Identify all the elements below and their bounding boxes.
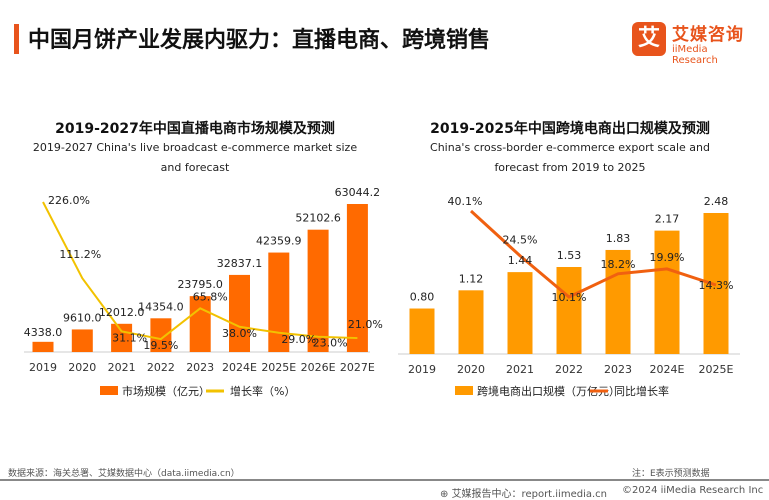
growth-label-2025E: 29.0% (281, 333, 316, 346)
growth-line (42, 201, 358, 341)
chart1-title: 2019-2027年中国直播电商市场规模及预测 (55, 121, 335, 137)
bar-2025E (268, 252, 290, 352)
growth-label-2021: 24.5% (503, 234, 538, 247)
bar-label-2021: 1.44 (508, 254, 533, 267)
x-tick-2022: 2022 (555, 363, 583, 376)
growth-label-2026E: 23.0% (313, 337, 348, 350)
growth-label-2023: 65.8% (193, 290, 228, 303)
legend-bar-label: 跨境电商出口规模（万亿元） (477, 384, 620, 398)
chart2-subtitle: China's cross-border e-commerce export s… (430, 141, 710, 174)
x-tick-2026E: 2026E (301, 361, 336, 374)
bar-2023 (605, 249, 631, 354)
legend-bar-swatch (100, 386, 118, 395)
bar-label-2019: 4338.0 (24, 326, 63, 339)
legend-line-label: 增长率（%） (230, 384, 295, 398)
x-tick-2025E: 2025E (699, 363, 734, 376)
x-tick-2022: 2022 (147, 361, 175, 374)
bar-label-2024E: 2.17 (655, 213, 680, 226)
growth-label-2022: 10.1% (552, 291, 587, 304)
bar-2026E (307, 229, 329, 352)
growth-label-2019: 226.0% (48, 194, 90, 207)
growth-label-2024E: 38.0% (222, 327, 257, 340)
growth-label-2022: 19.5% (143, 339, 178, 352)
bar-label-2025E: 42359.9 (256, 235, 302, 248)
x-tick-2023: 2023 (186, 361, 214, 374)
x-tick-2019: 2019 (408, 363, 436, 376)
x-tick-2020: 2020 (457, 363, 485, 376)
bar-2021 (111, 323, 133, 352)
legend-line-label: 同比增长率 (614, 384, 669, 398)
growth-label-2023: 18.2% (601, 258, 636, 271)
bar-2020 (71, 329, 93, 352)
bar-2021 (507, 272, 533, 354)
x-tick-2027E: 2027E (340, 361, 375, 374)
x-tick-2024E: 2024E (222, 361, 257, 374)
bar-2019 (409, 308, 435, 354)
forecast-note: 注：E表示预测数据 (632, 469, 710, 479)
x-tick-2020: 2020 (68, 361, 96, 374)
bar-2024E (654, 230, 680, 354)
growth-label-2024E: 19.9% (650, 251, 685, 264)
x-tick-2023: 2023 (604, 363, 632, 376)
growth-label-2020: 40.1% (448, 195, 483, 208)
chart2-title: 2019-2025年中国跨境电商出口规模及预测 (430, 121, 710, 137)
bar-2020 (458, 290, 484, 354)
bar-2027E (346, 204, 368, 352)
globe-icon: ⊕ (440, 489, 452, 500)
source-note: 数据来源：海关总署、艾媒数据中心（data.iimedia.cn） (8, 469, 240, 479)
growth-label-2021: 31.1% (112, 331, 147, 344)
bar-label-2022: 14354.0 (138, 300, 184, 313)
legend-bar-swatch (455, 386, 473, 395)
x-tick-2025E: 2025E (261, 361, 296, 374)
growth-label-2027E: 21.0% (348, 318, 383, 331)
bar-label-2024E: 32837.1 (217, 257, 263, 270)
logo-mark: 艾 (632, 22, 666, 56)
bar-2024E (229, 274, 250, 352)
bar-label-2027E: 63044.2 (335, 186, 381, 199)
x-tick-2021: 2021 (108, 361, 136, 374)
bar-label-2020: 9610.0 (63, 311, 102, 324)
bar-label-2023: 1.83 (606, 232, 631, 245)
bar-label-2019: 0.80 (410, 291, 435, 304)
chart1-subtitle: 2019-2027 China's live broadcast e-comme… (32, 141, 358, 174)
report-link[interactable]: ⊕ 艾媒报告中心：report.iimedia.cn (440, 489, 608, 500)
growth-line (469, 209, 717, 299)
bar-2022 (150, 318, 172, 352)
bar-label-2021: 12012.0 (99, 306, 145, 319)
x-tick-2021: 2021 (506, 363, 534, 376)
bar-2022 (556, 267, 582, 354)
x-tick-2019: 2019 (29, 361, 57, 374)
x-tick-2024E: 2024E (650, 363, 685, 376)
bar-2023 (189, 296, 211, 352)
copyright: ©2024 iiMedia Research Inc (622, 485, 764, 496)
footer-divider (0, 479, 769, 481)
legend-bar-label: 市场规模（亿元） (122, 384, 210, 398)
bar-label-2026E: 52102.6 (295, 212, 341, 225)
title-accent-bar (14, 24, 19, 54)
logo-cn: 艾媒咨询 (672, 25, 744, 45)
growth-label-2020: 111.2% (59, 248, 101, 261)
bar-2019 (32, 341, 54, 352)
iimedia-logo: 艾 艾媒咨询 iiMedia Research (632, 20, 756, 66)
logo-en: iiMedia Research (672, 44, 718, 66)
bar-label-2025E: 2.48 (704, 195, 729, 208)
bar-label-2022: 1.53 (557, 249, 582, 262)
bar-label-2023: 23795.0 (177, 278, 223, 291)
bar-label-2020: 1.12 (459, 272, 484, 285)
growth-label-2025E: 14.3% (699, 279, 734, 292)
page-title: 中国月饼产业发展内驱力：直播电商、跨境销售 (28, 28, 491, 53)
